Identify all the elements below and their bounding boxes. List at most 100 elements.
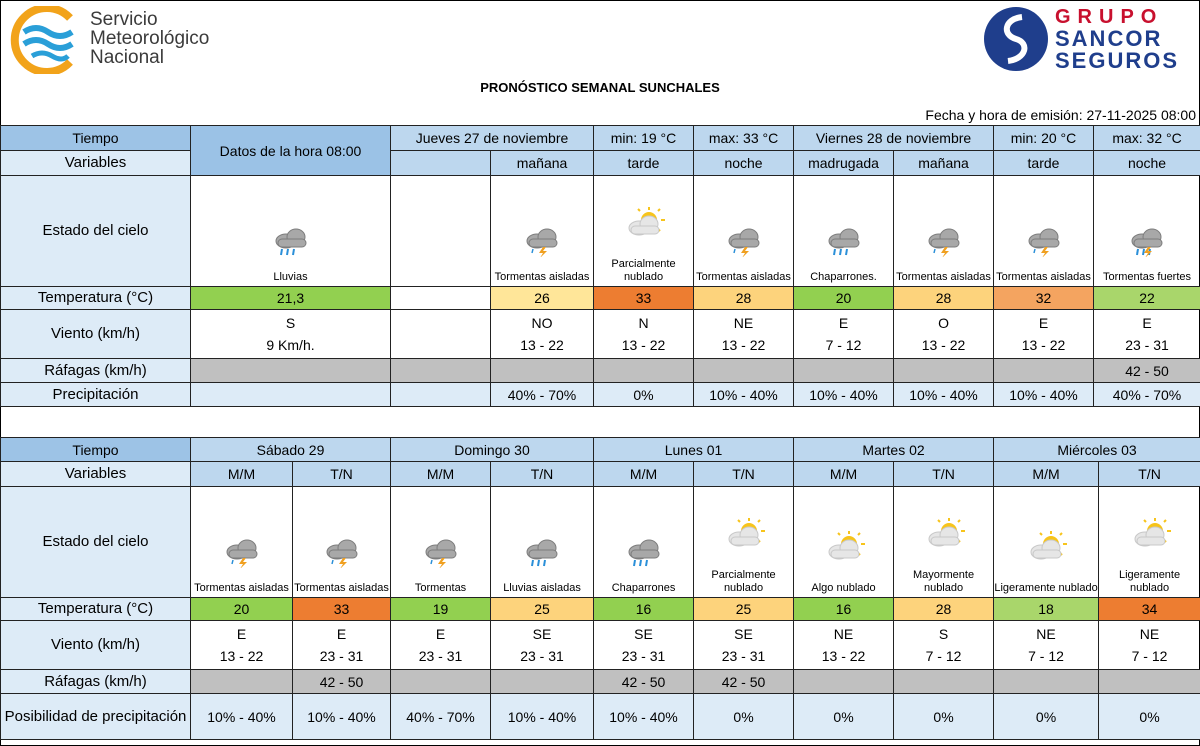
gust-cell: 42 - 50 xyxy=(693,669,795,694)
period: M/M xyxy=(993,461,1100,487)
day-min-text: min: 19 °C xyxy=(610,130,677,146)
temp-cell: 28 xyxy=(693,286,795,310)
row-label-text: Tiempo xyxy=(72,130,119,146)
sancor-line: SEGUROS xyxy=(1055,48,1180,73)
sky-text: Tormentas aisladas xyxy=(696,271,791,283)
weather-icon xyxy=(928,518,965,547)
precip-cell-text: 10% - 40% xyxy=(809,386,878,403)
gust-cell xyxy=(1098,669,1200,694)
day-name: Sábado 29 xyxy=(189,437,392,462)
wind-cell: NO 13 - 22 xyxy=(489,309,595,359)
sky-text: Tormentas aisladas xyxy=(194,582,289,594)
blank-cell xyxy=(190,358,391,383)
wind-dir: NE xyxy=(1139,626,1160,642)
temp-cell-text: 22 xyxy=(1139,290,1155,306)
wind-cell: E 7 - 12 xyxy=(793,309,895,359)
row-label-text: Variables xyxy=(64,154,127,171)
day-min-text: min: 20 °C xyxy=(1010,130,1077,146)
wind-cell: N 13 - 22 xyxy=(593,309,695,359)
blank-cell xyxy=(190,382,391,407)
sky-cell: Tormentas aisladas xyxy=(489,175,595,287)
period-text: madrugada xyxy=(808,155,879,171)
wind-cell: SE 23 - 31 xyxy=(490,620,595,670)
sky-text: Tormentas aisladas xyxy=(494,271,590,283)
period: M/M xyxy=(190,461,293,487)
day-name-text: Viernes 28 de noviembre xyxy=(815,130,972,146)
row-label-text: Temperatura (°C) xyxy=(37,600,154,617)
row-label: Temperatura (°C) xyxy=(0,286,191,310)
wind-speed: 7 - 12 xyxy=(825,337,862,353)
wind-dir: NE xyxy=(1036,626,1056,642)
wind-dir: SE xyxy=(634,626,653,642)
temp-cell: 22 xyxy=(1093,286,1200,310)
day-name: Jueves 27 de noviembre xyxy=(389,125,595,151)
row-label: Viento (km/h) xyxy=(0,620,191,670)
row-label-text: Ráfagas (km/h) xyxy=(44,361,147,379)
precip-cell: 10% - 40% xyxy=(291,693,392,740)
day-name-text: Domingo 30 xyxy=(454,441,530,458)
period: T/N xyxy=(693,461,795,487)
temp-cell: 20 xyxy=(793,286,895,310)
wind-dir: O xyxy=(938,315,949,331)
precip-cell: 10% - 40% xyxy=(490,693,595,740)
day-max: max: 32 °C xyxy=(1093,125,1200,151)
row: Tiempo Datos de la hora 08:00 Jueves 27 de… xyxy=(0,125,1200,176)
sky-text: Tormentas aisladas xyxy=(896,271,991,283)
period: mañana xyxy=(893,150,995,176)
temp-cell: 33 xyxy=(593,286,695,310)
sancor-logo-icon xyxy=(984,7,1048,71)
period-text: M/M xyxy=(829,466,858,482)
precip-cell: 0% xyxy=(893,693,995,740)
gust-cell xyxy=(489,358,595,383)
wind-dir: S xyxy=(938,626,949,642)
temp-cell: 28 xyxy=(893,286,995,310)
day-name: Miércoles 03 xyxy=(993,437,1200,462)
blank-cell xyxy=(390,382,491,407)
wind-speed: 23 - 31 xyxy=(1125,337,1169,353)
temp-cell-text: 21,3 xyxy=(276,290,305,306)
smn-line: Meteorológico xyxy=(90,28,210,49)
gust-cell xyxy=(793,669,895,694)
sancor-logo-text: GRUPO SANCOR SEGUROS xyxy=(1055,6,1179,72)
sky-cell: Parcialmente nublado xyxy=(693,486,795,598)
precip-cell-text: 0% xyxy=(933,708,954,725)
gust-cell-text: 42 - 50 xyxy=(319,673,364,690)
row: Variables mañana tarde noche madrugada mañana… xyxy=(0,150,1200,176)
wind-dir: NO xyxy=(531,315,553,331)
temp-cell-text: 33 xyxy=(635,290,652,306)
temp-cell-text: 28 xyxy=(935,601,952,617)
row-label: Posibilidad de precipitación xyxy=(0,693,191,740)
gust-cell: 42 - 50 xyxy=(593,669,695,694)
period-text: M/M xyxy=(426,466,455,482)
wind-cell: S 9 Km/h. xyxy=(190,309,391,359)
day-max-text: max: 33 °C xyxy=(708,130,779,146)
wind-speed: 7 - 12 xyxy=(1028,648,1064,664)
weather-icon xyxy=(1030,531,1068,560)
period: mañana xyxy=(489,150,595,176)
wind-cell: NE 7 - 12 xyxy=(1098,620,1200,670)
sky-text: Mayormente nublado xyxy=(912,569,975,594)
temp-cell-text: 25 xyxy=(534,601,550,617)
row: Viento (km/h) S 9 Km/h. NO 13 - 22 N 13 - 22 NE… xyxy=(0,309,1200,359)
wind-dir: E xyxy=(236,626,247,642)
period: M/M xyxy=(390,461,492,487)
temp-cell-text: 33 xyxy=(333,601,350,617)
row-label: Tiempo xyxy=(0,437,191,462)
wind-cell: SE 23 - 31 xyxy=(593,620,695,670)
precip-cell: 0% xyxy=(993,693,1100,740)
weather-icon xyxy=(425,539,457,568)
sky-text: Tormentas xyxy=(414,582,467,594)
row: Ráfagas (km/h) 42 - 50 42 - 50 42 - 50 xyxy=(0,669,1200,694)
row-label-text: Estado del cielo xyxy=(42,222,149,239)
wind-speed: 23 - 31 xyxy=(721,648,766,664)
sky-text: Lluvias xyxy=(273,271,308,283)
wind-speed: 13 - 22 xyxy=(219,648,264,664)
precip-cell-text: 10% - 40% xyxy=(609,708,678,725)
wind-cell: NE 13 - 22 xyxy=(693,309,795,359)
precip-cell-text: 40% - 70% xyxy=(406,708,475,725)
row: Ráfagas (km/h) 42 - 50 xyxy=(0,358,1200,383)
gust-cell xyxy=(390,669,492,694)
sky-text: Parcialmente nublado xyxy=(711,569,776,594)
gust-cell: 42 - 50 xyxy=(291,669,392,694)
